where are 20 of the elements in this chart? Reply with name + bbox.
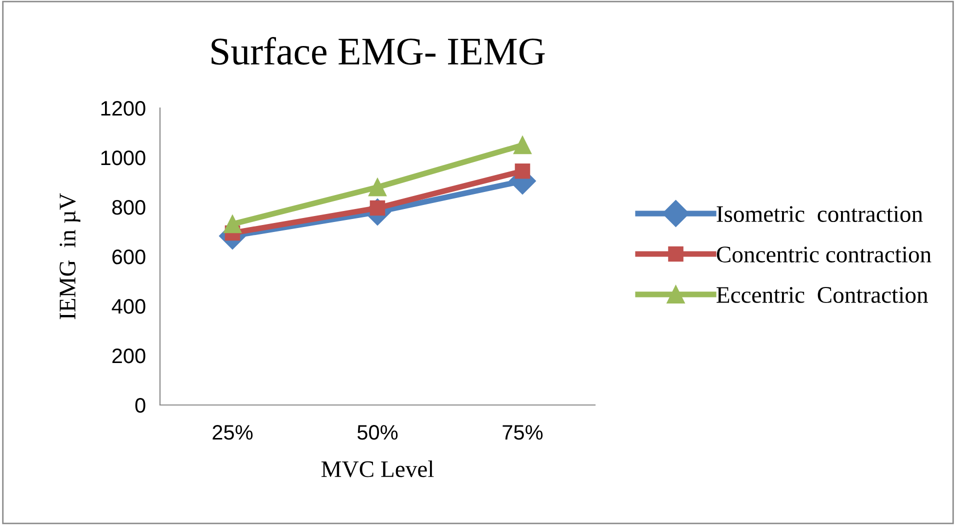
y-tick-label: 600 xyxy=(112,250,146,264)
legend-label: Concentric contraction xyxy=(716,246,932,262)
y-tick-label: 0 xyxy=(135,398,146,413)
point xyxy=(514,163,530,179)
y-tick-label: 1000 xyxy=(101,150,146,166)
point xyxy=(368,178,387,196)
y-tick-label: 800 xyxy=(112,200,146,215)
y-tick-label: 400 xyxy=(112,299,146,314)
x-tick-label: 25% xyxy=(212,424,253,440)
x-tick-label: 75% xyxy=(502,425,543,440)
legend-label: Eccentric Contraction xyxy=(716,287,928,303)
x-axis-title: MVC Level xyxy=(321,460,434,478)
legend-label: Isometric contraction xyxy=(716,206,923,222)
point xyxy=(223,215,242,234)
y-tick-label: 200 xyxy=(112,348,146,364)
x-tick-label: 50% xyxy=(357,424,398,440)
y-axis-title: IEMG in µV xyxy=(60,193,80,320)
y-tick-label: 1200 xyxy=(101,101,146,116)
point xyxy=(513,136,532,154)
chart-title: Surface EMG- IEMG xyxy=(212,36,545,65)
